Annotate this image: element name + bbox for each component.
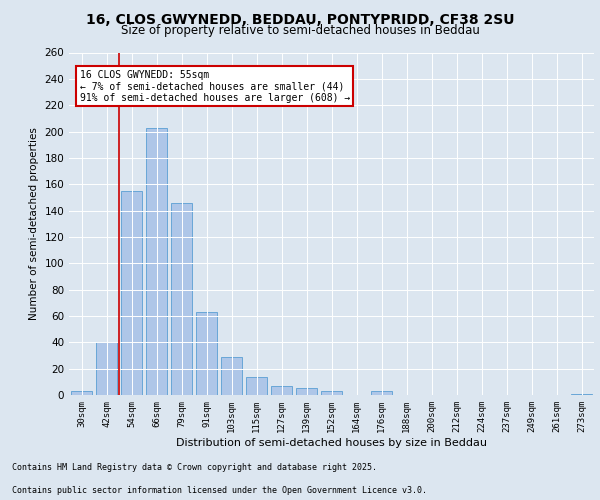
Text: Contains HM Land Registry data © Crown copyright and database right 2025.: Contains HM Land Registry data © Crown c… (12, 464, 377, 472)
X-axis label: Distribution of semi-detached houses by size in Beddau: Distribution of semi-detached houses by … (176, 438, 487, 448)
Text: Contains public sector information licensed under the Open Government Licence v3: Contains public sector information licen… (12, 486, 427, 495)
Bar (121, 191, 142, 395)
Bar (571, 394, 592, 395)
Bar (221, 357, 242, 395)
Bar (321, 391, 342, 395)
Bar (71, 391, 92, 395)
Bar (371, 391, 392, 395)
Bar (296, 388, 317, 395)
Text: Size of property relative to semi-detached houses in Beddau: Size of property relative to semi-detach… (121, 24, 479, 37)
Bar (96, 342, 117, 395)
Text: 16 CLOS GWYNEDD: 55sqm
← 7% of semi-detached houses are smaller (44)
91% of semi: 16 CLOS GWYNEDD: 55sqm ← 7% of semi-deta… (79, 70, 350, 103)
Text: 16, CLOS GWYNEDD, BEDDAU, PONTYPRIDD, CF38 2SU: 16, CLOS GWYNEDD, BEDDAU, PONTYPRIDD, CF… (86, 12, 514, 26)
Bar (146, 128, 167, 395)
Bar (246, 376, 267, 395)
Y-axis label: Number of semi-detached properties: Number of semi-detached properties (29, 128, 39, 320)
Bar (271, 386, 292, 395)
Bar (196, 312, 217, 395)
Bar (171, 202, 192, 395)
